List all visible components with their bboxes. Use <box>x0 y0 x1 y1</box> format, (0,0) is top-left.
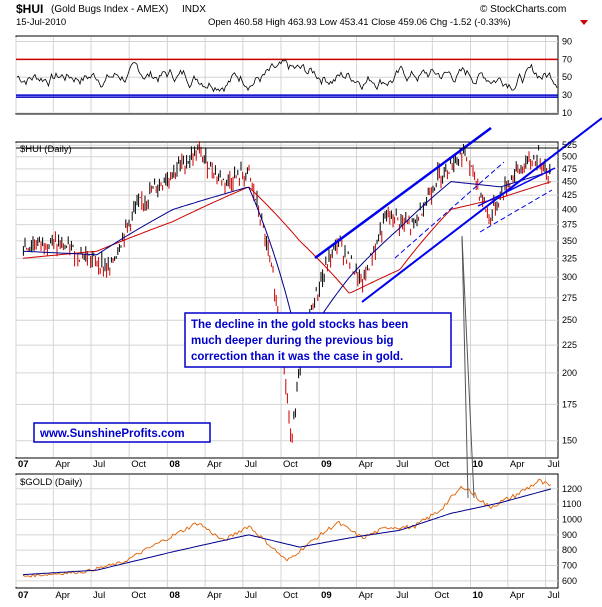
source-box <box>33 422 211 443</box>
x-tick-label: Oct <box>131 459 146 470</box>
y-tick-label: 50 <box>562 72 572 82</box>
x-tick-label: 08 <box>169 459 180 470</box>
y-tick-label: 1000 <box>562 514 582 524</box>
y-tick-label: 325 <box>562 253 577 263</box>
x-tick-label: Jul <box>548 459 560 470</box>
index-name: (Gold Bugs Index - AMEX) <box>51 4 168 15</box>
x-tick-label: Apr <box>207 459 222 470</box>
x-tick-label: 07 <box>18 459 29 470</box>
y-tick-label: 450 <box>562 177 577 187</box>
x-tick-label: Oct <box>434 459 449 470</box>
x-tick-label: Apr <box>207 590 222 601</box>
axis-labels: 07 07 Apr Apr Jul Jul Oct Oct 08 08 Apr Apr Jul Jul Oc… <box>18 36 582 601</box>
x-tick-label: Apr <box>55 459 70 470</box>
x-tick-label: Jul <box>93 459 105 470</box>
price-panel-label: $HUI (Daily) <box>20 144 72 155</box>
y-tick-label: 150 <box>562 436 577 446</box>
x-tick-label: 10 <box>473 590 484 601</box>
down-arrow-icon <box>580 20 588 25</box>
annotation-box <box>184 312 452 368</box>
x-tick-label: Oct <box>131 590 146 601</box>
dashed-channel-upper <box>394 161 505 259</box>
lower-channel-line <box>361 117 602 303</box>
y-tick-label: 400 <box>562 204 577 214</box>
grid-lines <box>15 37 558 587</box>
rsi-line <box>16 59 558 93</box>
y-tick-label: 800 <box>562 545 577 555</box>
symbol-title: $HUI <box>16 2 43 16</box>
upper-channel-line <box>314 126 492 260</box>
x-tick-label: Apr <box>358 459 373 470</box>
y-tick-label: 900 <box>562 530 577 540</box>
x-tick-label: 09 <box>321 459 332 470</box>
x-tick-label: Jul <box>93 590 105 601</box>
price-stats: Open 460.58 High 463.93 Low 453.41 Close… <box>208 17 511 28</box>
y-tick-label: 175 <box>562 399 577 409</box>
watermark: © StockCharts.com <box>480 4 566 15</box>
x-tick-label: Jul <box>548 590 560 601</box>
y-tick-label: 600 <box>562 576 577 586</box>
y-tick-label: 525 <box>562 140 577 150</box>
x-tick-label: Oct <box>283 590 298 601</box>
y-tick-label: 375 <box>562 220 577 230</box>
y-tick-label: 500 <box>562 152 577 162</box>
y-tick-label: 200 <box>562 368 577 378</box>
x-tick-label: Jul <box>396 590 408 601</box>
y-tick-label: 30 <box>562 90 572 100</box>
y-tick-label: 1200 <box>562 484 582 494</box>
x-tick-label: Oct <box>283 459 298 470</box>
series-line <box>22 488 552 576</box>
y-tick-label: 225 <box>562 340 577 350</box>
x-tick-label: Apr <box>55 590 70 601</box>
y-tick-label: 700 <box>562 561 577 571</box>
y-tick-label: 300 <box>562 272 577 282</box>
y-tick-label: 10 <box>562 108 572 118</box>
y-tick-label: 275 <box>562 293 577 303</box>
x-tick-label: Jul <box>245 459 257 470</box>
source-text: www.SunshineProfits.com <box>39 428 185 440</box>
x-tick-label: Apr <box>510 459 525 470</box>
pointer-line-2 <box>461 235 475 499</box>
y-tick-label: 250 <box>562 315 577 325</box>
x-tick-label: 07 <box>18 590 29 601</box>
short-trend-line <box>477 167 556 207</box>
x-tick-label: 08 <box>169 590 180 601</box>
gold-layer <box>22 478 552 578</box>
x-tick-label: Jul <box>245 590 257 601</box>
dashed-channel-lower <box>479 189 553 233</box>
y-tick-label: 1100 <box>562 499 581 509</box>
y-tick-label: 90 <box>562 36 572 46</box>
x-tick-label: Jul <box>396 459 408 470</box>
x-tick-label: Oct <box>434 590 449 601</box>
date-label: 15-Jul-2010 <box>16 17 66 28</box>
trendlines <box>16 117 602 499</box>
price-layer <box>22 141 552 443</box>
pointer-line <box>461 235 469 499</box>
y-tick-label: 425 <box>562 190 577 200</box>
y-tick-label: 70 <box>562 54 572 64</box>
x-tick-label: Apr <box>358 590 373 601</box>
series-line <box>22 170 552 349</box>
y-tick-label: 350 <box>562 236 577 246</box>
rsi-layer <box>16 58 558 98</box>
gold-panel <box>15 473 559 589</box>
y-tick-label: 475 <box>562 164 577 174</box>
x-tick-label: 10 <box>473 459 484 470</box>
series-line <box>22 478 552 578</box>
rsi-panel <box>15 35 559 115</box>
x-tick-label: Apr <box>510 590 525 601</box>
gold-panel-label: $GOLD (Daily) <box>20 477 82 488</box>
annotation-text: The decline in the gold stocks has been m… <box>191 319 408 363</box>
x-tick-label: 09 <box>321 590 332 601</box>
exchange-label: INDX <box>182 4 206 15</box>
